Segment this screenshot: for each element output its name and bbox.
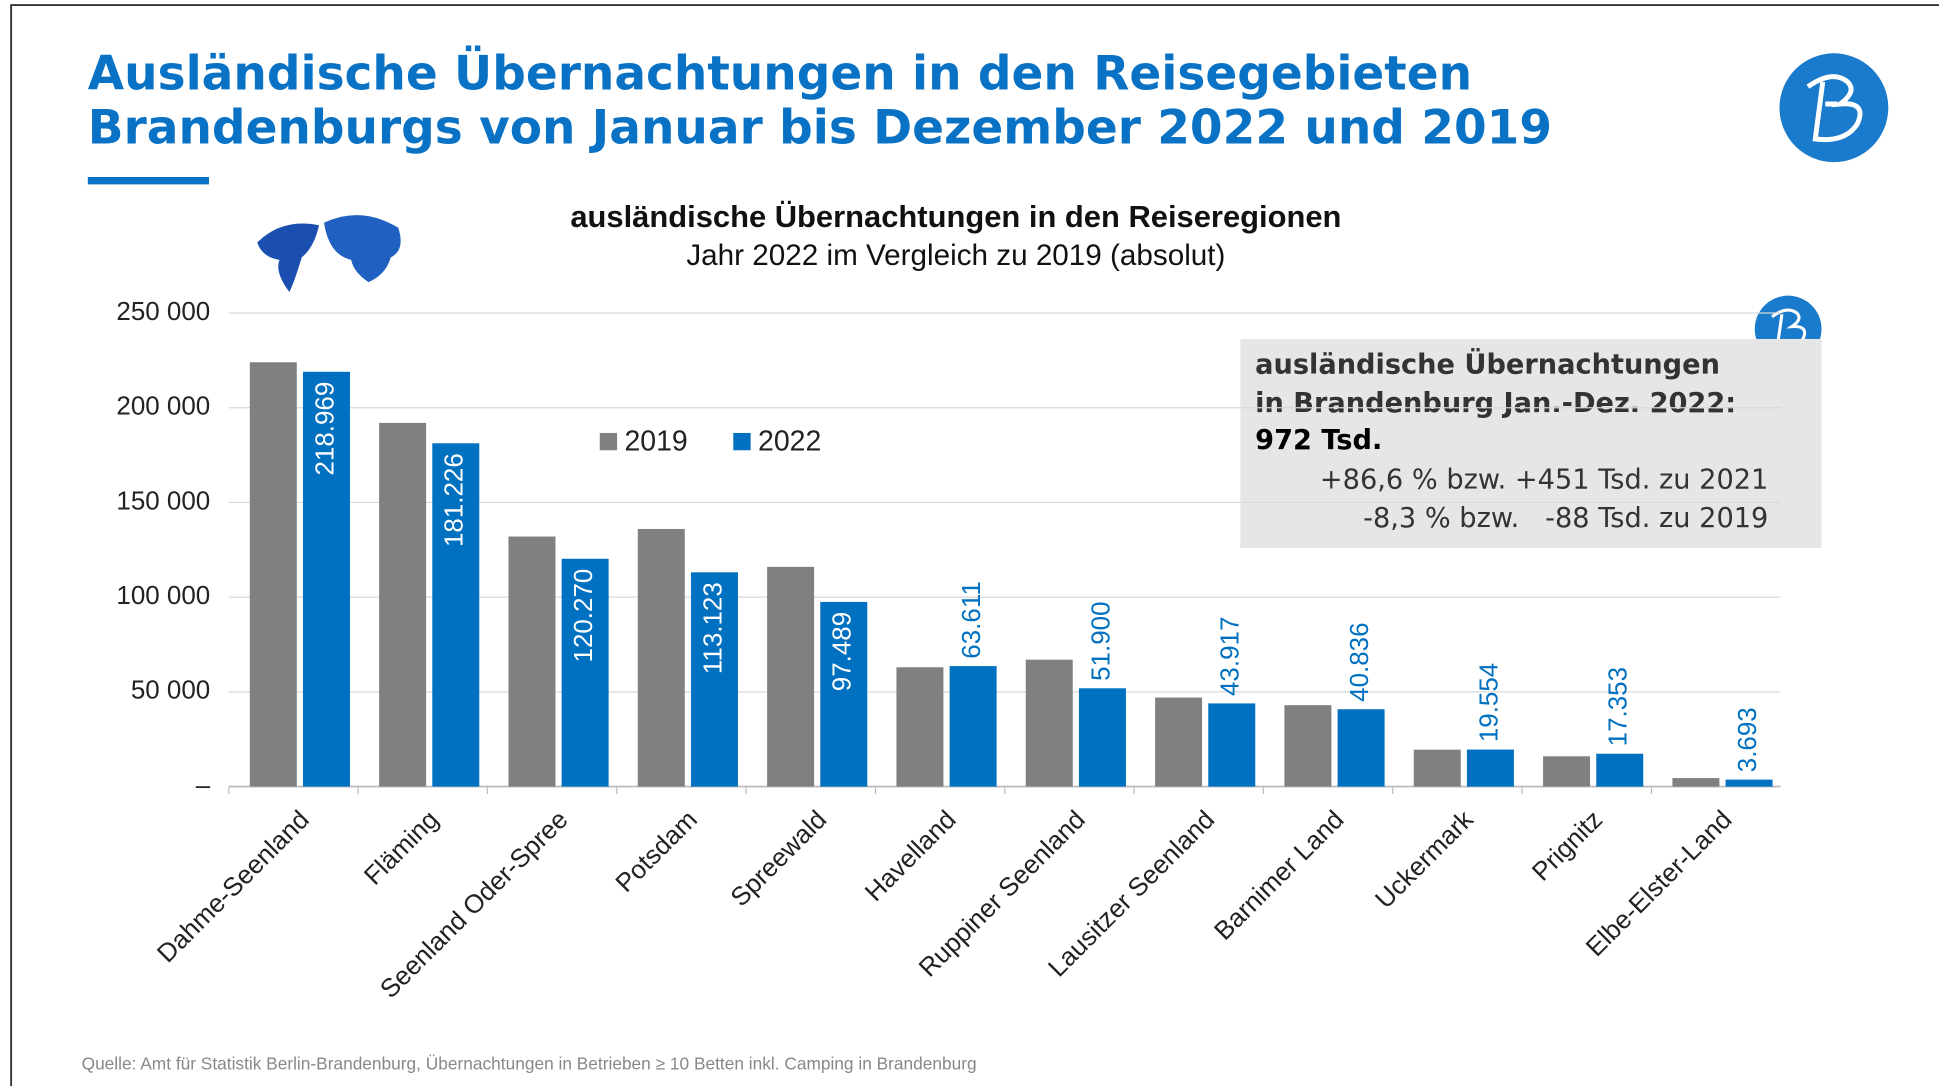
info-line: in Brandenburg Jan.-Dez. 2022: <box>1255 388 1736 419</box>
value-label: 40.836 <box>1344 622 1374 701</box>
value-label: 19.554 <box>1473 663 1503 742</box>
bar <box>249 362 297 787</box>
bar <box>1672 778 1720 787</box>
bar <box>949 666 997 787</box>
y-tick-label: 250 000 <box>116 296 210 326</box>
info-line: +86,6 % bzw. +451 Tsd. zu 2021 <box>1320 465 1768 496</box>
legend-label: 2019 <box>624 425 687 457</box>
bar <box>1413 749 1461 787</box>
value-label: 17.353 <box>1603 667 1633 746</box>
bar <box>690 572 738 787</box>
bar <box>1725 779 1773 787</box>
chart-title: ausländische Übernachtungen in den Reise… <box>570 199 1341 234</box>
bar <box>508 536 556 787</box>
legend-swatch <box>733 432 751 451</box>
bar <box>637 528 685 787</box>
source: Quelle: Amt für Statistik Berlin-Branden… <box>82 1053 977 1073</box>
x-tick-label: Dahme-Seenland <box>151 804 315 968</box>
bar <box>1337 709 1385 787</box>
y-tick-label: 150 000 <box>116 485 210 515</box>
legend-swatch <box>599 432 618 451</box>
bar <box>1155 697 1203 787</box>
bar <box>379 422 427 787</box>
value-label: 218.969 <box>309 382 339 476</box>
info-line: 972 Tsd. <box>1255 425 1382 456</box>
bar <box>1025 659 1073 787</box>
x-tick-label: Barnimer Land <box>1208 804 1350 946</box>
bar <box>767 566 815 787</box>
y-tick-label: 200 000 <box>116 391 210 421</box>
x-tick-label: Spreewald <box>724 804 832 912</box>
legend-label: 2022 <box>758 425 821 457</box>
info-line: ausländische Übernachtungen <box>1255 348 1720 381</box>
value-label: 51.900 <box>1085 601 1115 680</box>
bar <box>820 601 868 787</box>
x-tick-label: Havelland <box>859 804 962 907</box>
title-line: Ausländische Übernachtungen in den Reise… <box>88 46 1472 101</box>
info-line: -8,3 % bzw. -88 Tsd. zu 2019 <box>1363 503 1768 534</box>
y-tick-label: 100 000 <box>116 580 210 610</box>
chart-subtitle: Jahr 2022 im Vergleich zu 2019 (absolut) <box>686 239 1225 272</box>
info-box <box>1240 338 1822 548</box>
bar <box>432 443 480 787</box>
value-label: 113.123 <box>697 582 727 674</box>
value-label: 3.693 <box>1732 707 1762 772</box>
y-tick-label: 50 000 <box>131 675 210 705</box>
x-tick-label: Fläming <box>358 804 444 890</box>
bar <box>1078 688 1126 787</box>
bar <box>1543 756 1591 787</box>
slide-frame <box>10 4 1939 1086</box>
bar <box>1596 753 1644 787</box>
y-tick-label: – <box>196 769 211 799</box>
logo <box>1779 53 1889 163</box>
globe-icon <box>257 215 401 292</box>
x-tick-label: Uckermark <box>1369 803 1480 914</box>
title-underline <box>87 176 209 185</box>
value-label: 120.270 <box>568 569 598 663</box>
bar <box>1208 703 1256 787</box>
bar <box>1466 749 1514 787</box>
bar <box>302 371 350 787</box>
value-label: 97.489 <box>827 612 857 691</box>
x-tick-label: Potsdam <box>609 804 703 898</box>
value-label: 43.917 <box>1215 617 1245 696</box>
title-line: Brandenburgs von Januar bis Dezember 202… <box>88 101 1552 156</box>
bar <box>561 558 609 787</box>
value-label: 181.226 <box>439 453 469 547</box>
x-tick-label: Prignitz <box>1526 804 1608 886</box>
value-label: 63.611 <box>956 581 986 658</box>
bar <box>896 667 944 787</box>
bar <box>1284 705 1332 787</box>
